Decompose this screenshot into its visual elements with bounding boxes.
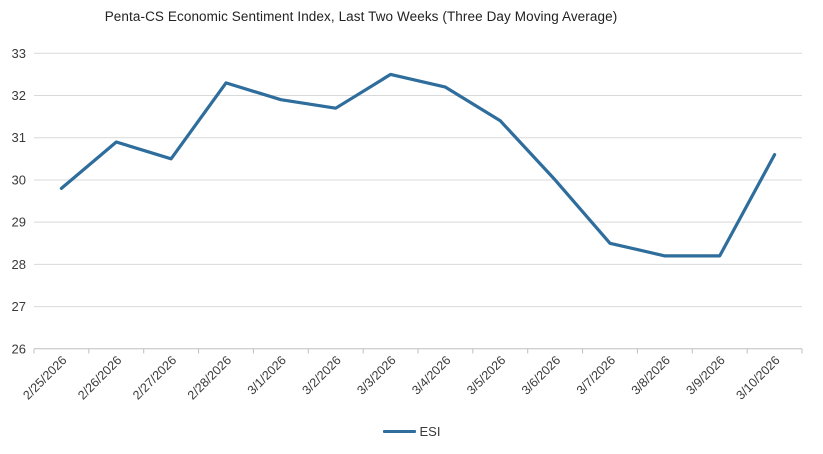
y-axis-label: 26 (12, 341, 26, 356)
x-axis-label: 2/28/2026 (185, 353, 234, 402)
x-axis-label: 3/9/2026 (684, 353, 728, 397)
x-axis-label: 3/3/2026 (354, 353, 398, 397)
x-axis-label: 3/10/2026 (733, 353, 782, 402)
x-axis-label: 3/2/2026 (300, 353, 344, 397)
y-axis-label: 32 (12, 88, 26, 103)
legend: ESI (0, 424, 823, 439)
x-axis-label: 2/25/2026 (20, 353, 69, 402)
esi-series-swatch-icon (382, 429, 416, 434)
x-axis-label: 3/5/2026 (464, 353, 508, 397)
esi-series-line (59, 72, 777, 258)
y-axis-label: 28 (12, 257, 26, 272)
x-axis-label: 2/26/2026 (75, 353, 124, 402)
y-axis-label: 30 (12, 172, 26, 187)
x-axis-label: 3/6/2026 (519, 353, 563, 397)
y-axis-label: 29 (12, 215, 26, 230)
y-axis-label: 27 (12, 299, 26, 314)
x-axis-label: 3/1/2026 (245, 353, 289, 397)
y-axis-label: 33 (12, 46, 26, 61)
legend-series-label: ESI (419, 424, 441, 439)
x-axis-label: 2/27/2026 (130, 353, 179, 402)
x-axis-label: 3/4/2026 (409, 353, 453, 397)
x-axis-label: 3/8/2026 (629, 353, 673, 397)
y-axis-label: 31 (12, 130, 26, 145)
x-axis-label: 3/7/2026 (574, 353, 618, 397)
chart-title: Penta-CS Economic Sentiment Index, Last … (104, 9, 618, 24)
